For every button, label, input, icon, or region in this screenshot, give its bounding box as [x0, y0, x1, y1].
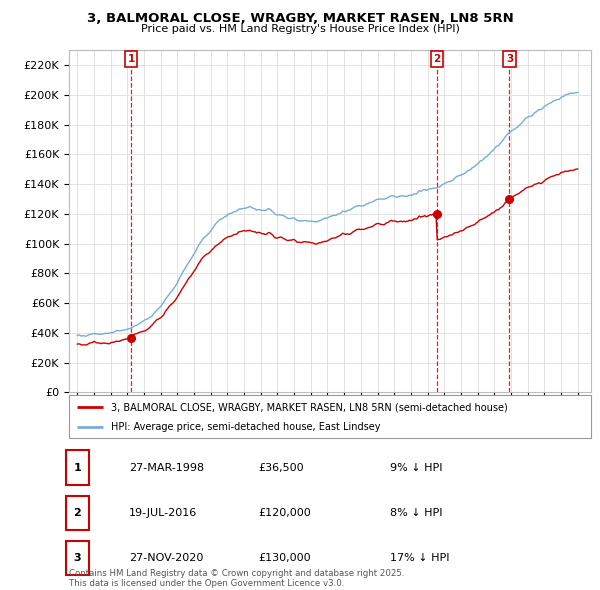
Text: Contains HM Land Registry data © Crown copyright and database right 2025.
This d: Contains HM Land Registry data © Crown c… [69, 569, 404, 588]
Text: 3: 3 [74, 553, 81, 563]
Text: 27-MAR-1998: 27-MAR-1998 [129, 463, 204, 473]
Text: 3: 3 [506, 54, 513, 64]
Text: Price paid vs. HM Land Registry's House Price Index (HPI): Price paid vs. HM Land Registry's House … [140, 24, 460, 34]
Text: 1: 1 [74, 463, 81, 473]
Text: £120,000: £120,000 [258, 508, 311, 518]
Text: 9% ↓ HPI: 9% ↓ HPI [390, 463, 443, 473]
Text: 2: 2 [74, 508, 81, 518]
FancyBboxPatch shape [66, 540, 89, 575]
Text: 1: 1 [128, 54, 135, 64]
Text: 3, BALMORAL CLOSE, WRAGBY, MARKET RASEN, LN8 5RN (semi-detached house): 3, BALMORAL CLOSE, WRAGBY, MARKET RASEN,… [111, 402, 508, 412]
Text: 27-NOV-2020: 27-NOV-2020 [129, 553, 203, 563]
Text: 2: 2 [433, 54, 440, 64]
Text: £36,500: £36,500 [258, 463, 304, 473]
Text: 17% ↓ HPI: 17% ↓ HPI [390, 553, 449, 563]
Text: £130,000: £130,000 [258, 553, 311, 563]
FancyBboxPatch shape [66, 496, 89, 530]
Text: HPI: Average price, semi-detached house, East Lindsey: HPI: Average price, semi-detached house,… [111, 422, 380, 432]
FancyBboxPatch shape [66, 450, 89, 485]
FancyBboxPatch shape [69, 395, 591, 438]
Text: 19-JUL-2016: 19-JUL-2016 [129, 508, 197, 518]
Text: 3, BALMORAL CLOSE, WRAGBY, MARKET RASEN, LN8 5RN: 3, BALMORAL CLOSE, WRAGBY, MARKET RASEN,… [86, 12, 514, 25]
Text: 8% ↓ HPI: 8% ↓ HPI [390, 508, 443, 518]
